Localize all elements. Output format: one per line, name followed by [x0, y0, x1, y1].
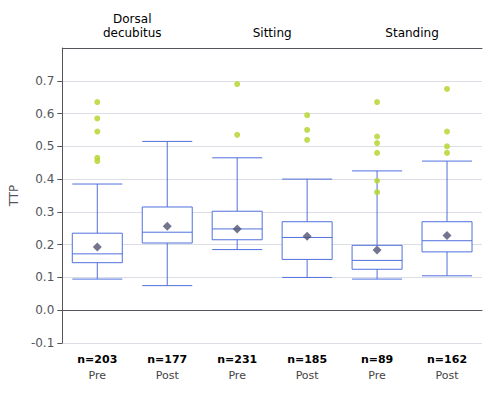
- svg-text:n=89: n=89: [361, 353, 393, 366]
- svg-text:Sitting: Sitting: [253, 26, 292, 40]
- svg-text:Post: Post: [436, 369, 460, 382]
- svg-text:decubitus: decubitus: [103, 26, 162, 40]
- svg-text:Pre: Pre: [89, 369, 107, 382]
- svg-text:n=177: n=177: [147, 353, 187, 366]
- svg-text:n=162: n=162: [427, 353, 467, 366]
- svg-text:n=203: n=203: [77, 353, 117, 366]
- svg-text:0.7: 0.7: [35, 74, 54, 88]
- svg-text:n=231: n=231: [217, 353, 257, 366]
- svg-text:0.1: 0.1: [35, 270, 54, 284]
- svg-text:Post: Post: [296, 369, 320, 382]
- svg-text:0.2: 0.2: [35, 238, 54, 252]
- svg-text:0.0: 0.0: [35, 303, 54, 317]
- svg-text:Pre: Pre: [368, 369, 386, 382]
- svg-text:n=185: n=185: [287, 353, 327, 366]
- svg-text:-0.1: -0.1: [31, 336, 54, 350]
- svg-text:0.3: 0.3: [35, 205, 54, 219]
- svg-text:Pre: Pre: [228, 369, 246, 382]
- svg-text:Post: Post: [156, 369, 180, 382]
- svg-text:TTP: TTP: [7, 185, 21, 208]
- svg-text:Dorsal: Dorsal: [113, 12, 151, 26]
- svg-text:Standing: Standing: [385, 26, 438, 40]
- svg-text:0.6: 0.6: [35, 107, 54, 121]
- svg-text:0.4: 0.4: [35, 172, 54, 186]
- svg-text:0.5: 0.5: [35, 139, 54, 153]
